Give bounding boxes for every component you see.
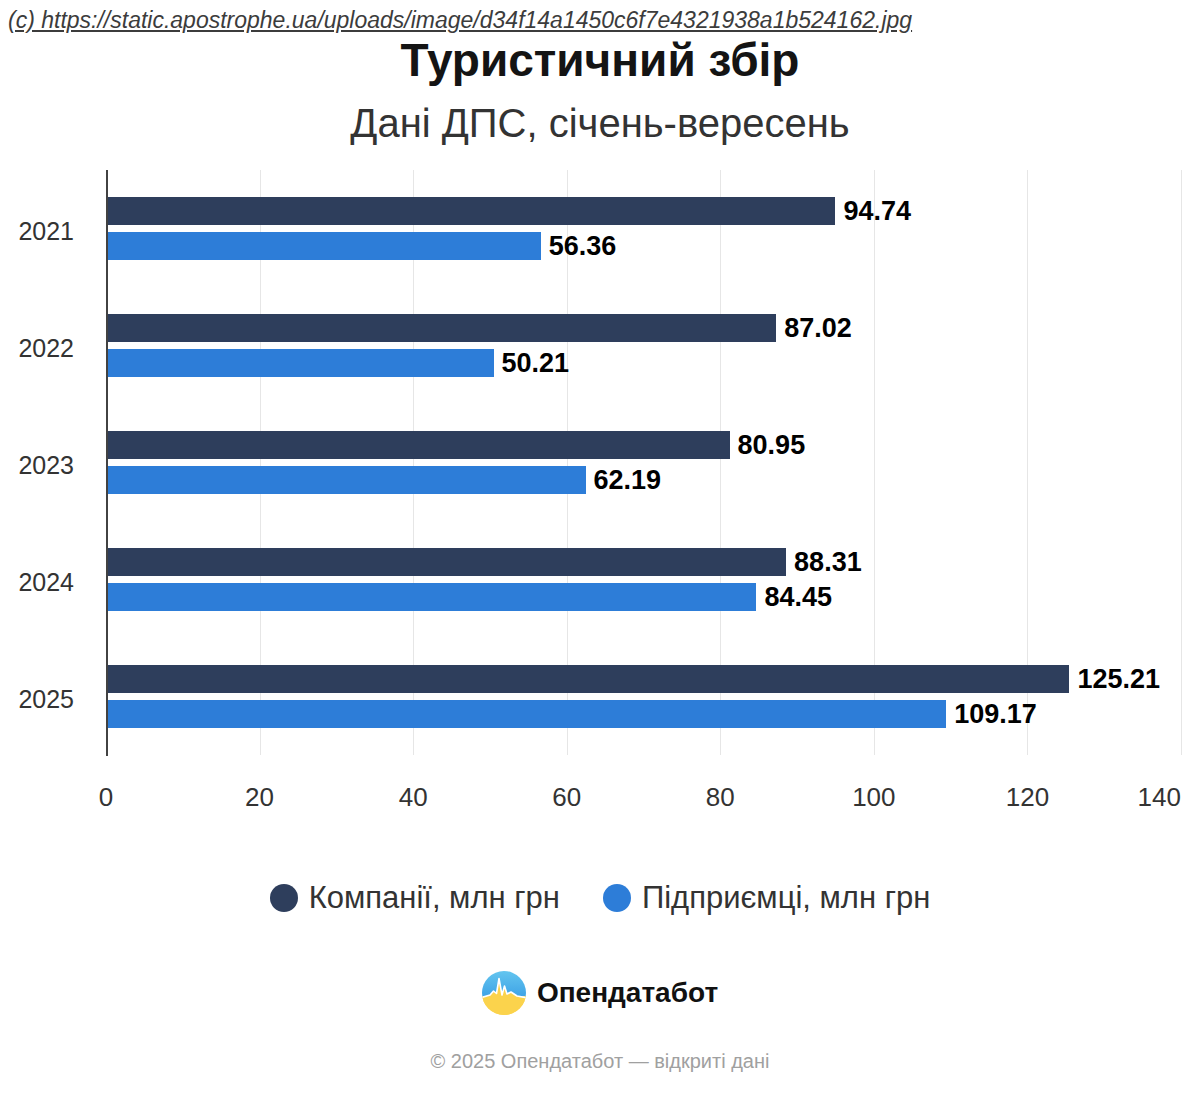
x-tick-label: 80: [675, 782, 765, 813]
legend-marker-icon: [270, 884, 298, 912]
plot-area: 94.74 56.36 87.02 50.21 80.95 62.19 88.31 84.45…: [106, 170, 1181, 755]
value-label: 80.95: [738, 431, 806, 459]
x-tick-label: 60: [522, 782, 612, 813]
value-label: 62.19: [594, 466, 662, 494]
value-label: 56.36: [549, 232, 617, 260]
x-tick-label: 40: [368, 782, 458, 813]
footer-copyright: © 2025 Опендатабот — відкриті дані: [0, 1050, 1200, 1073]
bar-2022-series2: [108, 349, 494, 377]
legend-item-1[interactable]: Компанії, млн грн: [270, 880, 560, 916]
opendatabot-logo-icon: [482, 971, 526, 1015]
value-label: 94.74: [843, 197, 911, 225]
category-label: 2021: [0, 217, 74, 246]
bar-2025-series1: [108, 665, 1069, 693]
x-tick-label: 140: [1091, 782, 1181, 813]
legend: Компанії, млн грн Підприємці, млн грн: [0, 880, 1200, 916]
legend-item-2[interactable]: Підприємці, млн грн: [603, 880, 930, 916]
value-label: 125.21: [1077, 665, 1160, 693]
x-tick-label: 120: [982, 782, 1072, 813]
category-label: 2025: [0, 685, 74, 714]
bar-2023-series2: [108, 466, 586, 494]
value-label: 88.31: [794, 548, 862, 576]
legend-marker-icon: [603, 884, 631, 912]
category-label: 2022: [0, 334, 74, 363]
x-tick-label: 0: [61, 782, 151, 813]
value-label: 109.17: [954, 700, 1037, 728]
bar-2021-series1: [108, 197, 835, 225]
bar-2022-series1: [108, 314, 776, 342]
infographic: (c) https://static.apostrophe.ua/uploads…: [0, 0, 1200, 1100]
x-gridline: [1181, 170, 1182, 755]
bar-2023-series1: [108, 431, 730, 459]
bar-2024-series2: [108, 583, 756, 611]
chart-subtitle: Дані ДПС, січень-вересень: [0, 101, 1200, 146]
value-label: 84.45: [764, 583, 832, 611]
x-tick-label: 20: [215, 782, 305, 813]
category-label: 2024: [0, 568, 74, 597]
brand-logo: Опендатабот: [0, 971, 1200, 1015]
bar-2025-series2: [108, 700, 946, 728]
bar-2024-series1: [108, 548, 786, 576]
category-label: 2023: [0, 451, 74, 480]
brand-name: Опендатабот: [537, 977, 718, 1009]
legend-label: Компанії, млн грн: [309, 880, 560, 916]
bar-2021-series2: [108, 232, 541, 260]
chart-title: Туристичний збір: [0, 33, 1200, 87]
watermark-url: (c) https://static.apostrophe.ua/uploads…: [8, 7, 912, 34]
x-tick-label: 100: [829, 782, 919, 813]
value-label: 87.02: [784, 314, 852, 342]
value-label: 50.21: [502, 349, 570, 377]
legend-label: Підприємці, млн грн: [642, 880, 930, 916]
